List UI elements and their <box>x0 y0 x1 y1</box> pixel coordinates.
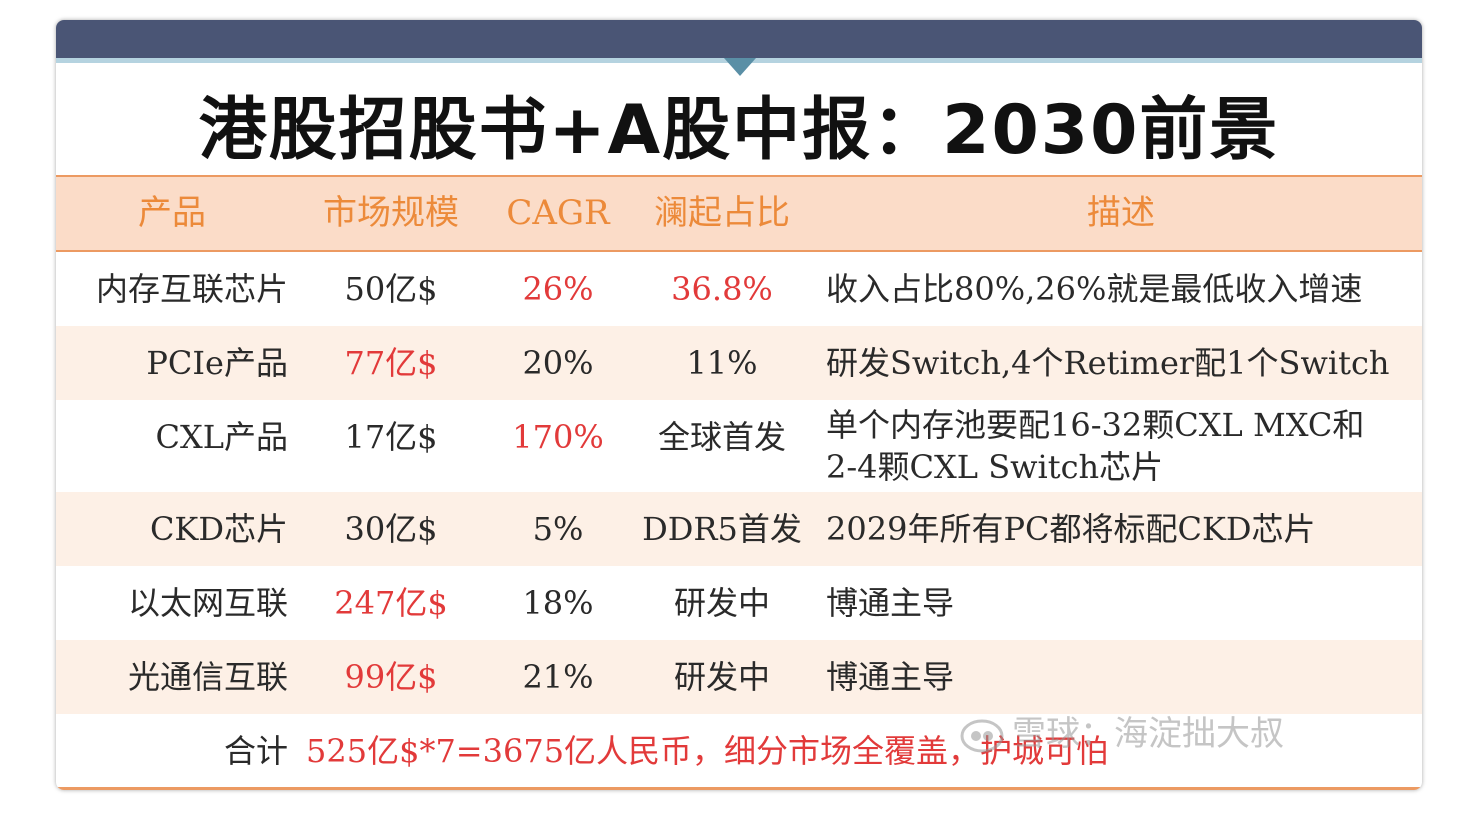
cell-market: 77亿$ <box>344 344 438 382</box>
cell-product: PCIe产品 <box>146 344 288 382</box>
top-bar <box>56 20 1422 58</box>
cell-cagr: 21% <box>522 658 594 696</box>
cell-product: CXL产品 <box>155 418 288 456</box>
cell-market: 99亿$ <box>344 658 438 696</box>
cell-product: 光通信互联 <box>127 658 288 696</box>
cell-desc: 博通主导 <box>826 658 955 696</box>
cell-desc: 单个内存池要配16-32颗CXL MXC和 2-4颗CXL Switch芯片 <box>826 404 1416 488</box>
table-row: PCIe产品 77亿$ 20% 11% 研发Switch,4个Retimer配1… <box>56 326 1422 400</box>
watermark: 雪球：海淀拙大叔 <box>958 706 1284 762</box>
cell-market: 50亿$ <box>344 270 438 308</box>
bottom-border <box>56 787 1422 790</box>
cell-cagr: 20% <box>522 344 594 382</box>
cell-desc: 研发Switch,4个Retimer配1个Switch <box>826 344 1390 382</box>
slide-title: 港股招股书+A股中报：2030前景 <box>198 91 1280 170</box>
cell-market: 247亿$ <box>334 584 448 622</box>
cell-desc: 2029年所有PC都将标配CKD芯片 <box>826 510 1316 548</box>
cell-share: 研发中 <box>673 658 770 696</box>
cell-desc-line-2: 2-4颗CXL Switch芯片 <box>826 448 1164 486</box>
cell-share: 研发中 <box>673 584 770 622</box>
cell-share: 36.8% <box>671 270 773 308</box>
cell-market: 17亿$ <box>344 418 438 456</box>
table-row: CXL产品 17亿$ 170% 全球首发 单个内存池要配16-32颗CXL MX… <box>56 400 1422 492</box>
data-table: 产品 市场规模 CAGR 澜起占比 描述 内存互联芯片 50亿$ 26% 36.… <box>56 175 1422 788</box>
slide-card: 港股招股书+A股中报：2030前景 产品 市场规模 CAGR 澜起占比 描述 内… <box>56 20 1422 790</box>
header-product: 产品 <box>138 193 206 233</box>
table-row: CKD芯片 30亿$ 5% DDR5首发 2029年所有PC都将标配CKD芯片 <box>56 492 1422 566</box>
cell-cagr: 26% <box>522 270 594 308</box>
total-label: 合计 <box>223 732 288 770</box>
cell-desc: 收入占比80%,26%就是最低收入增速 <box>826 270 1363 308</box>
table-row: 以太网互联 247亿$ 18% 研发中 博通主导 <box>56 566 1422 640</box>
cell-product: 内存互联芯片 <box>95 270 288 308</box>
cell-share: DDR5首发 <box>642 510 802 548</box>
cell-cagr: 170% <box>512 418 604 456</box>
header-cagr: CAGR <box>506 193 610 233</box>
cell-product: 以太网互联 <box>127 584 288 622</box>
table-row: 光通信互联 99亿$ 21% 研发中 博通主导 <box>56 640 1422 714</box>
cell-share: 11% <box>686 344 758 382</box>
cell-share: 全球首发 <box>657 418 786 456</box>
notch-marker-icon <box>724 58 756 76</box>
header-market: 市场规模 <box>323 193 459 233</box>
watermark-text: 雪球：海淀拙大叔 <box>1012 714 1284 754</box>
header-desc: 描述 <box>1087 193 1155 233</box>
cell-desc-line-1: 单个内存池要配16-32颗CXL MXC和 <box>826 406 1365 444</box>
header-share: 澜起占比 <box>654 193 790 233</box>
cell-product: CKD芯片 <box>149 510 288 548</box>
xueqiu-logo-icon <box>960 719 1004 752</box>
cell-cagr: 18% <box>522 584 594 622</box>
cell-cagr: 5% <box>532 510 584 548</box>
cell-desc: 博通主导 <box>826 584 955 622</box>
table-header: 产品 市场规模 CAGR 澜起占比 描述 <box>56 177 1422 252</box>
cell-market: 30亿$ <box>344 510 438 548</box>
table-row: 内存互联芯片 50亿$ 26% 36.8% 收入占比80%,26%就是最低收入增… <box>56 252 1422 326</box>
